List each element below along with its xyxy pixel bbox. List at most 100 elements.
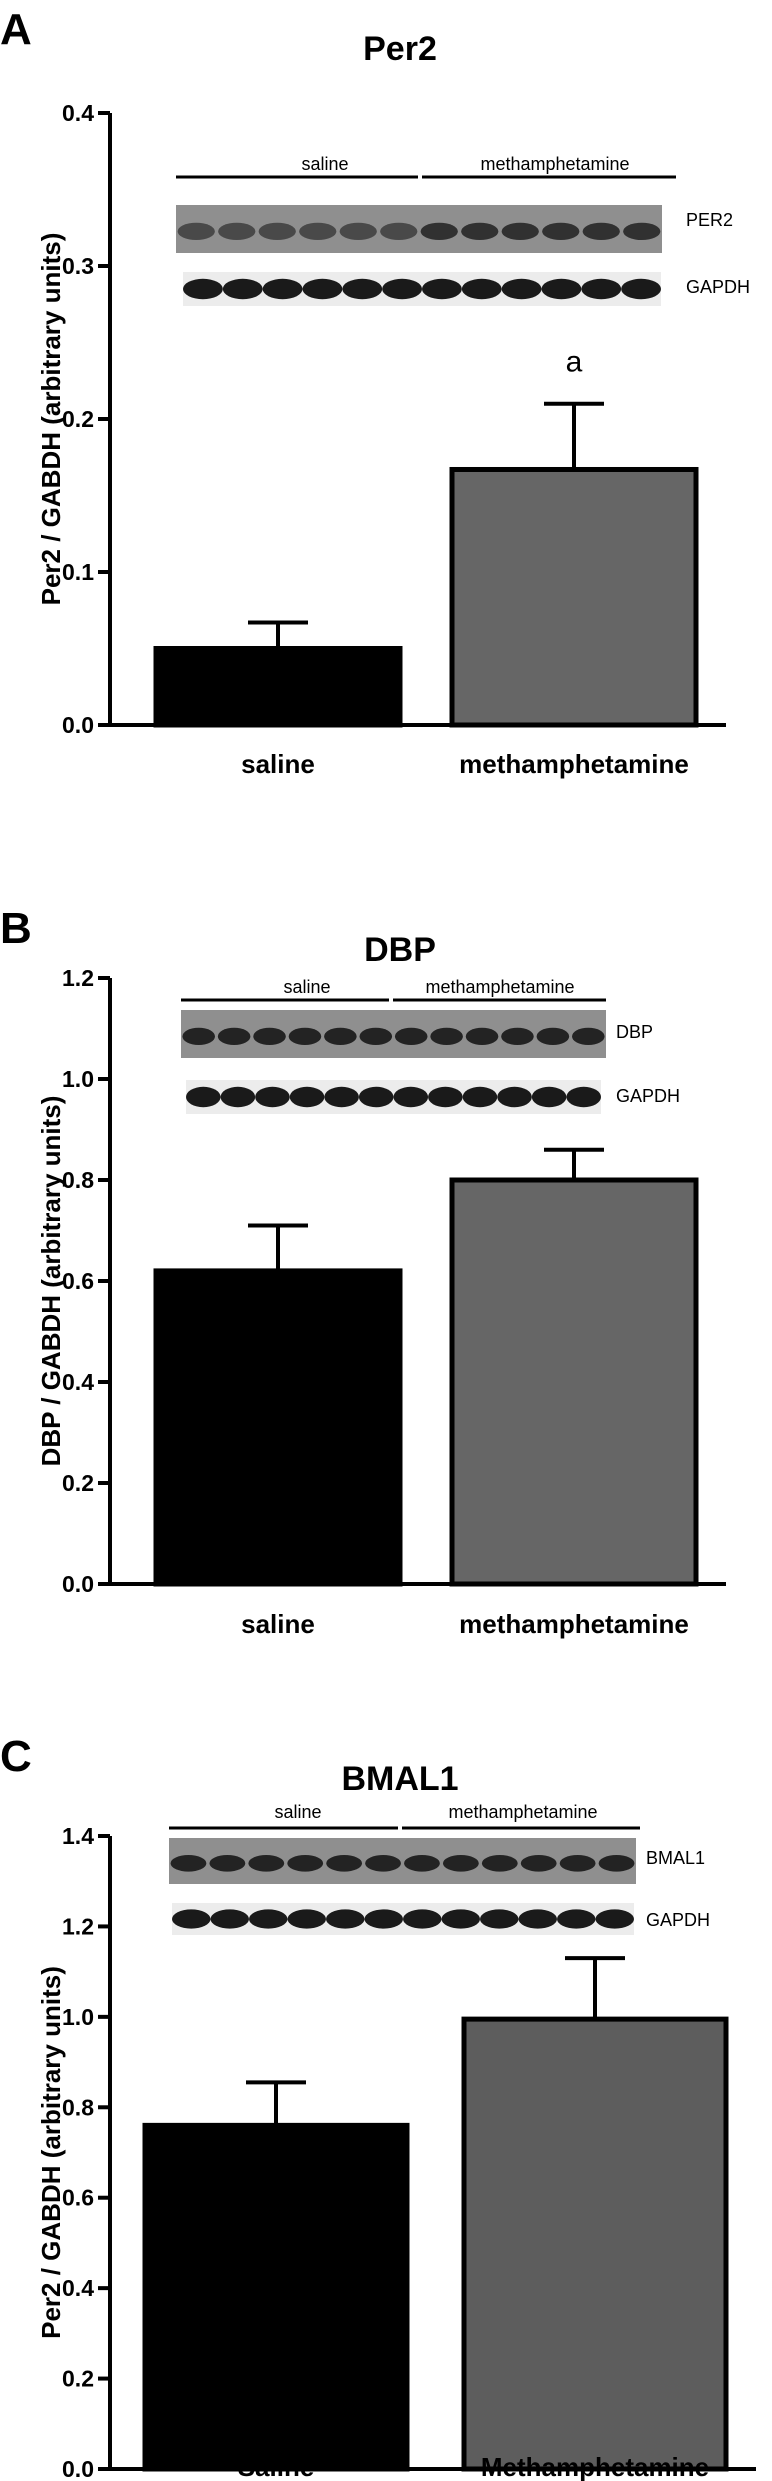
y-tick-label: 0.6 bbox=[62, 1268, 94, 1294]
blot-strip-target bbox=[169, 1838, 636, 1884]
blot-group-label: methamphetamine bbox=[448, 1802, 597, 1822]
blot-band bbox=[172, 1909, 211, 1929]
y-axis-label: Per2 / GABDH (arbitrary units) bbox=[36, 1966, 66, 2339]
blot-band-label: PER2 bbox=[686, 210, 733, 230]
blot-band bbox=[339, 222, 377, 241]
blot-band bbox=[531, 1086, 567, 1108]
y-tick-label: 0.4 bbox=[62, 2275, 94, 2301]
blot-band bbox=[465, 1027, 499, 1046]
blot-band bbox=[598, 1855, 635, 1872]
blot-band bbox=[218, 222, 256, 241]
blot-band bbox=[342, 278, 383, 300]
y-tick-label: 1.0 bbox=[62, 1066, 94, 1092]
blot-band bbox=[382, 278, 423, 300]
blot-band-label: GAPDH bbox=[686, 277, 750, 297]
blot-band bbox=[359, 1027, 393, 1046]
blot-band bbox=[262, 278, 303, 300]
blot-group-label: saline bbox=[274, 1802, 321, 1822]
x-tick-label: Methamphetamine bbox=[481, 2452, 709, 2481]
blot-band bbox=[288, 1027, 322, 1046]
y-tick-label: 0.8 bbox=[62, 1167, 94, 1193]
blot-band bbox=[170, 1855, 207, 1872]
blot-band-label: BMAL1 bbox=[646, 1848, 705, 1868]
blot-band bbox=[566, 1086, 601, 1108]
blot-band bbox=[324, 1086, 359, 1108]
blot-band bbox=[258, 222, 296, 241]
bar-saline bbox=[153, 1268, 403, 1587]
blot-band bbox=[480, 1909, 519, 1929]
blot-band bbox=[210, 1909, 249, 1929]
y-tick-label: 0.8 bbox=[62, 2094, 94, 2120]
blot-group-label: saline bbox=[301, 154, 348, 174]
blot-group-label: methamphetamine bbox=[425, 977, 574, 997]
blot-band bbox=[572, 1027, 605, 1046]
x-tick-label: methamphetamine bbox=[459, 1609, 689, 1639]
x-tick-label: Saline bbox=[238, 2452, 315, 2481]
blot-band-label: DBP bbox=[616, 1022, 653, 1042]
y-tick-label: 0.3 bbox=[62, 253, 94, 279]
blot-band bbox=[557, 1909, 596, 1929]
blot-group-label: saline bbox=[283, 977, 330, 997]
y-tick-label: 0.6 bbox=[62, 2185, 94, 2211]
y-tick-label: 0.2 bbox=[62, 2366, 94, 2392]
blot-band bbox=[287, 1855, 324, 1872]
western-blot-inset: saline methamphetamine DBP GAPDH bbox=[181, 977, 680, 1114]
y-tick-label: 0.0 bbox=[62, 1571, 94, 1597]
blot-band bbox=[520, 1855, 557, 1872]
blot-band bbox=[428, 1086, 463, 1108]
panel-letter: A bbox=[0, 5, 32, 54]
blot-band bbox=[541, 278, 582, 300]
y-tick-label: 0.2 bbox=[62, 406, 94, 432]
blot-band bbox=[501, 222, 539, 241]
y-tick-label: 1.2 bbox=[62, 1913, 94, 1939]
blot-band bbox=[595, 1909, 634, 1929]
blot-band-label: GAPDH bbox=[646, 1910, 710, 1930]
blot-band bbox=[420, 222, 458, 241]
blot-group-label: methamphetamine bbox=[480, 154, 629, 174]
blot-band bbox=[358, 1086, 394, 1108]
blot-strip-target bbox=[181, 1010, 606, 1058]
blot-band bbox=[217, 1027, 251, 1046]
y-tick-label: 0.0 bbox=[62, 2456, 94, 2481]
chart-panel-c: C BMAL1 0.0 0.2 0.4 0.6 0.8 1.0 1.2 1.4 Per2 / GAB… bbox=[0, 1732, 756, 2481]
bar-methamphetamine bbox=[461, 2016, 729, 2472]
blot-band bbox=[324, 1027, 357, 1046]
blot-band bbox=[209, 1855, 246, 1872]
chart-title: BMAL1 bbox=[341, 1760, 458, 1798]
panel-letter: C bbox=[0, 1732, 32, 1781]
blot-band bbox=[581, 278, 622, 300]
blot-band bbox=[394, 1027, 428, 1046]
blot-band bbox=[248, 1855, 285, 1872]
y-axis-label: DBP / GABDH (arbitrary units) bbox=[36, 1096, 66, 1467]
blot-band bbox=[497, 1086, 532, 1108]
blot-band bbox=[253, 1027, 286, 1046]
blot-strip-target bbox=[176, 205, 662, 253]
blot-band bbox=[380, 222, 418, 241]
blot-band bbox=[462, 1086, 498, 1108]
blot-band bbox=[302, 278, 343, 300]
blot-band bbox=[222, 278, 263, 300]
blot-band bbox=[183, 278, 223, 300]
blot-band bbox=[501, 1027, 534, 1046]
bar-methamphetamine bbox=[449, 1177, 699, 1587]
blot-band bbox=[249, 1909, 288, 1929]
blot-band bbox=[461, 222, 499, 241]
blot-band-label: GAPDH bbox=[616, 1086, 680, 1106]
x-tick-label: saline bbox=[241, 749, 315, 779]
y-tick-label: 0.2 bbox=[62, 1470, 94, 1496]
blot-band bbox=[393, 1086, 429, 1108]
blot-band bbox=[582, 222, 620, 241]
blot-band bbox=[559, 1855, 596, 1872]
blot-band bbox=[326, 1855, 363, 1872]
bar-saline bbox=[153, 646, 403, 728]
x-tick-label: saline bbox=[241, 1609, 315, 1639]
y-tick-label: 1.4 bbox=[62, 1823, 94, 1849]
blot-band bbox=[501, 278, 542, 300]
chart-panel-b: B DBP 0.0 0.2 0.4 0.6 0.8 1.0 1.2 DBP / GABDH (ar… bbox=[0, 904, 726, 1639]
chart-title: Per2 bbox=[363, 30, 437, 68]
western-blot-inset: saline methamphetamine BMAL1 GAPDH bbox=[169, 1802, 710, 1935]
significance-annotation: a bbox=[566, 346, 583, 379]
blot-band bbox=[481, 1855, 518, 1872]
panel-letter: B bbox=[0, 904, 32, 953]
blot-band bbox=[186, 1086, 221, 1108]
